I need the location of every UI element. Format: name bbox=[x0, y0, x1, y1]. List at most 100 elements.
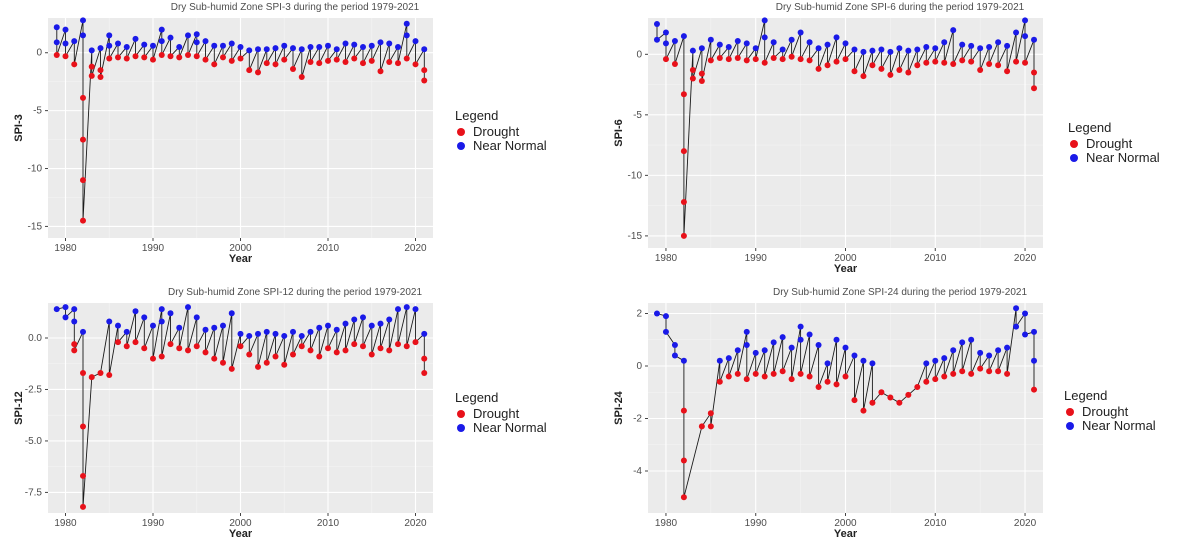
drought-point bbox=[185, 347, 191, 354]
drought-point bbox=[707, 423, 714, 430]
drought-point bbox=[237, 55, 244, 62]
drought-point bbox=[325, 57, 331, 64]
x-tick-label: 2010 bbox=[924, 253, 947, 264]
near-normal-point bbox=[653, 21, 660, 28]
near-normal-point bbox=[333, 326, 340, 333]
y-tick-label: -5 bbox=[633, 110, 642, 121]
drought-point bbox=[725, 56, 732, 63]
near-normal-point bbox=[1004, 42, 1011, 49]
legend-item-drought: Drought bbox=[455, 125, 547, 139]
drought-point bbox=[824, 378, 831, 385]
drought-point bbox=[150, 355, 156, 362]
drought-point bbox=[211, 61, 218, 68]
drought-point bbox=[316, 60, 323, 67]
drought-point bbox=[88, 63, 95, 70]
series-connector-line bbox=[56, 306, 425, 507]
near-normal-point bbox=[977, 45, 984, 52]
drought-point bbox=[71, 341, 78, 348]
near-normal-point bbox=[761, 17, 768, 24]
drought-point bbox=[725, 373, 732, 380]
drought-point bbox=[202, 56, 209, 63]
drought-point bbox=[995, 62, 1002, 69]
drought-dot-icon bbox=[457, 410, 465, 418]
legend-label-drought: Drought bbox=[473, 406, 520, 421]
drought-point bbox=[53, 52, 60, 59]
drought-point bbox=[761, 59, 768, 66]
near-normal-point bbox=[725, 355, 732, 362]
near-normal-point bbox=[662, 313, 669, 320]
near-normal-point bbox=[941, 355, 948, 362]
y-axis-label: SPI-24 bbox=[613, 390, 625, 425]
drought-point bbox=[752, 370, 759, 377]
near-normal-point bbox=[325, 42, 331, 49]
drought-point bbox=[141, 54, 148, 61]
y-tick-label: -2.5 bbox=[25, 384, 43, 395]
spi3-plot: 1980 1990 2000 2010 2020 0 -5 -10 -15 Year SPI-3 bbox=[13, 17, 433, 265]
legend-label-near-normal: Near Normal bbox=[1086, 150, 1160, 165]
drought-point bbox=[421, 370, 428, 376]
drought-point bbox=[80, 136, 86, 143]
legend-item-drought: Drought bbox=[1068, 137, 1160, 151]
drought-point bbox=[752, 56, 759, 63]
drought-point bbox=[869, 62, 876, 69]
drought-point bbox=[88, 72, 95, 79]
near-normal-point bbox=[725, 44, 732, 51]
drought-point bbox=[716, 54, 723, 61]
near-normal-point bbox=[290, 45, 296, 52]
drought-point bbox=[80, 217, 86, 224]
drought-point bbox=[806, 57, 813, 64]
near-normal-point bbox=[689, 47, 696, 54]
near-normal-point bbox=[421, 46, 428, 53]
near-normal-point bbox=[680, 357, 687, 364]
near-normal-point bbox=[761, 34, 768, 41]
legend-label-near-normal: Near Normal bbox=[1082, 418, 1156, 433]
y-tick-label: -15 bbox=[628, 231, 643, 242]
spi12-plot: 1980 1990 2000 2010 2020 0.0 -2.5 -5.0 -7.5 Year S… bbox=[13, 303, 433, 540]
near-normal-point bbox=[193, 31, 200, 38]
drought-point bbox=[141, 345, 148, 352]
near-normal-point bbox=[53, 306, 60, 313]
near-normal-point bbox=[281, 42, 288, 49]
drought-point bbox=[97, 370, 104, 376]
drought-point bbox=[377, 68, 384, 75]
near-normal-point bbox=[914, 46, 921, 53]
legend-item-drought: Drought bbox=[1064, 405, 1156, 419]
near-normal-point bbox=[412, 38, 419, 45]
drought-point bbox=[80, 423, 86, 430]
drought-point bbox=[80, 94, 86, 101]
near-normal-point bbox=[342, 40, 349, 47]
drought-point bbox=[290, 351, 296, 358]
legend-item-near-normal: Near Normal bbox=[455, 421, 547, 435]
near-normal-point bbox=[716, 41, 723, 48]
near-normal-dot-icon bbox=[457, 424, 465, 432]
x-tick-label: 1980 bbox=[655, 518, 678, 529]
drought-point bbox=[307, 347, 314, 354]
spi3-chart-panel: Dry Sub-humid Zone SPI-3 during the peri… bbox=[0, 0, 590, 270]
near-normal-point bbox=[752, 349, 759, 356]
drought-point bbox=[395, 60, 401, 67]
drought-point bbox=[887, 394, 894, 401]
near-normal-point bbox=[185, 304, 191, 311]
legend: Legend Drought Near Normal bbox=[455, 108, 547, 153]
legend: Legend Drought Near Normal bbox=[455, 390, 547, 435]
near-normal-point bbox=[115, 322, 121, 329]
drought-point bbox=[421, 355, 428, 362]
near-normal-point bbox=[1004, 344, 1011, 351]
chart-title: Dry Sub-humid Zone SPI-3 during the peri… bbox=[170, 2, 420, 13]
drought-point bbox=[689, 67, 696, 74]
near-normal-point bbox=[680, 33, 687, 40]
y-tick-label: 0 bbox=[36, 48, 42, 59]
legend-title: Legend bbox=[455, 108, 499, 123]
drought-point bbox=[132, 53, 139, 60]
drought-point bbox=[281, 361, 288, 368]
near-normal-point bbox=[395, 43, 401, 50]
spi6-chart-panel: Dry Sub-humid Zone SPI-6 during the peri… bbox=[600, 0, 1200, 280]
legend-label-drought: Drought bbox=[1086, 136, 1133, 151]
drought-point bbox=[950, 370, 957, 377]
drought-point bbox=[158, 52, 165, 59]
near-normal-point bbox=[842, 40, 849, 47]
drought-point bbox=[176, 54, 183, 61]
x-tick-label: 2010 bbox=[317, 518, 340, 529]
spi6-plot: 1980 1990 2000 2010 2020 0 -5 -10 -15 Year SPI-6 bbox=[613, 17, 1043, 275]
